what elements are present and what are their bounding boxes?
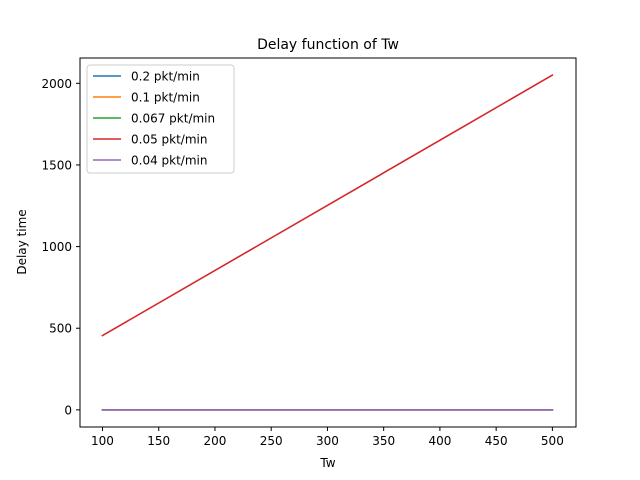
- legend-label: 0.067 pkt/min: [131, 112, 215, 126]
- y-tick-label: 1000: [41, 240, 72, 254]
- y-tick-label: 1500: [41, 158, 72, 172]
- legend: 0.2 pkt/min 0.1 pkt/min 0.067 pkt/min 0.05 …: [86, 64, 235, 174]
- legend-label: 0.04 pkt/min: [131, 154, 207, 168]
- x-tick-label: 200: [204, 434, 227, 448]
- x-tick-label: 400: [428, 434, 451, 448]
- x-tick-label: 500: [541, 434, 564, 448]
- legend-label: 0.2 pkt/min: [131, 70, 200, 84]
- legend-box: [86, 64, 235, 174]
- y-axis-ticks: 0 500 1000 1500 2000: [41, 77, 80, 417]
- x-tick-label: 250: [260, 434, 283, 448]
- legend-label: 0.1 pkt/min: [131, 91, 200, 105]
- x-tick-label: 100: [91, 434, 114, 448]
- y-tick-label: 0: [64, 403, 72, 417]
- y-axis-label: Delay time: [15, 209, 29, 274]
- x-tick-label: 150: [147, 434, 170, 448]
- x-tick-label: 450: [485, 434, 508, 448]
- series-layer: [101, 74, 554, 411]
- x-axis-ticks: 100 150 200 250 300 350 400 450 500: [91, 427, 564, 448]
- x-tick-label: 350: [372, 434, 395, 448]
- chart-title: Delay function of Tw: [257, 37, 399, 53]
- series-line-4: [101, 74, 554, 337]
- plot-frame: [79, 57, 577, 428]
- legend-label: 0.05 pkt/min: [131, 133, 207, 147]
- y-tick-label: 500: [49, 322, 72, 336]
- y-tick-label: 2000: [41, 77, 72, 91]
- x-tick-label: 300: [316, 434, 339, 448]
- x-axis-label: Tw: [319, 456, 335, 470]
